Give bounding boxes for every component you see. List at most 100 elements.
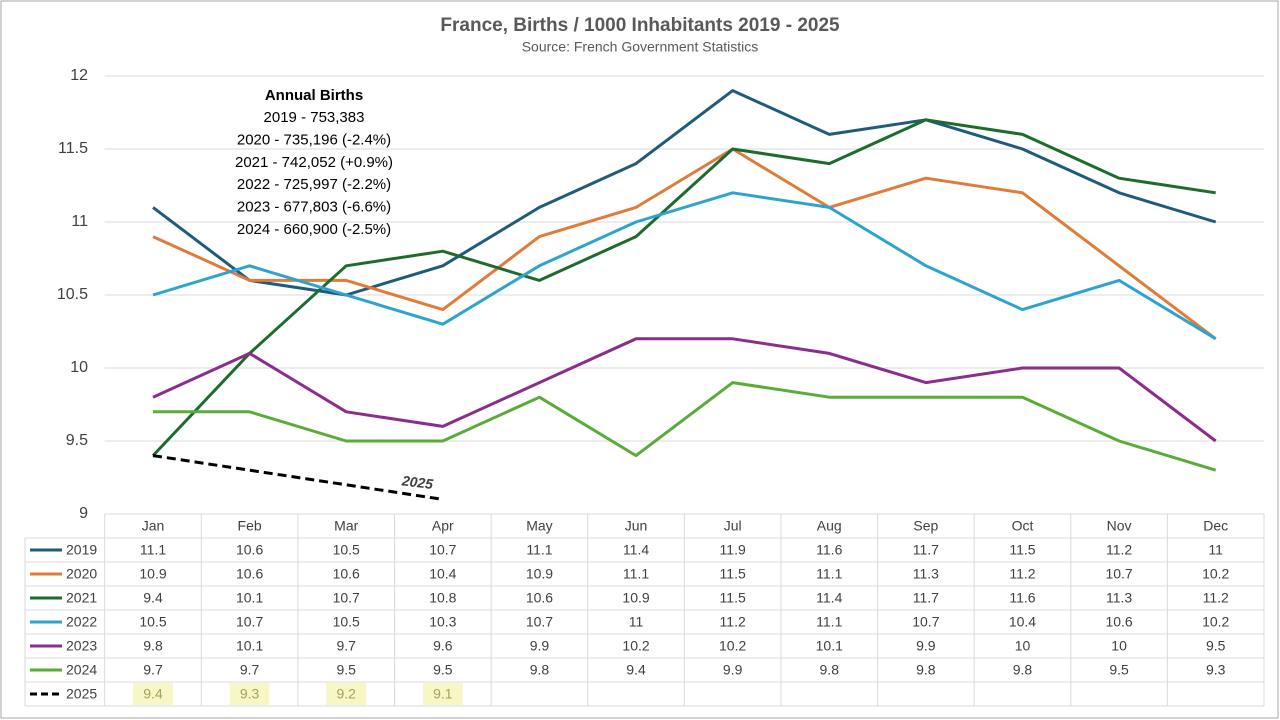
table-cell: 9.1 <box>433 686 453 702</box>
legend-label: 2019 <box>66 542 97 558</box>
table-cell: 10 <box>1015 638 1031 654</box>
y-tick-label: 10.5 <box>57 286 88 303</box>
x-tick-label: Jul <box>724 518 742 534</box>
table-cell: 11 <box>629 614 644 630</box>
table-cell: 10.9 <box>139 566 166 582</box>
table-cell: 11 <box>1208 542 1223 558</box>
x-tick-label: Jan <box>142 518 165 534</box>
table-cell: 10.4 <box>429 566 456 582</box>
cell-highlight <box>422 683 463 705</box>
series-line <box>152 454 444 501</box>
table-cell: 10.7 <box>429 542 456 558</box>
table-cell: 9.8 <box>530 662 550 678</box>
annotation-line: 2024 - 660,900 (-2.5%) <box>237 221 391 238</box>
table-cell: 11.2 <box>720 614 746 630</box>
table-cell: 10.1 <box>236 638 263 654</box>
table-cell: 10.5 <box>333 542 360 558</box>
table-cell: 10.5 <box>139 614 166 630</box>
table-cell: 9.8 <box>820 662 840 678</box>
table-cell: 10.1 <box>236 590 263 606</box>
cell-highlight <box>326 683 367 705</box>
table-cell: 9.3 <box>1206 662 1226 678</box>
table-cell: 9.4 <box>143 590 163 606</box>
table-cell: 11.4 <box>816 590 842 606</box>
table-cell: 10.2 <box>719 638 746 654</box>
table-cell: 10.3 <box>429 614 456 630</box>
table-cell: 10.5 <box>333 614 360 630</box>
table-cell: 10.6 <box>526 590 553 606</box>
table-cell: 11.3 <box>1106 590 1132 606</box>
table-cell: 9.7 <box>336 638 356 654</box>
table-cell: 11.6 <box>816 542 842 558</box>
table-cell: 10.9 <box>526 566 553 582</box>
table-cell: 11.5 <box>720 590 746 606</box>
table-cell: 10.7 <box>912 614 939 630</box>
series-label: 2025 <box>400 472 434 492</box>
table-cell: 10.6 <box>236 566 263 582</box>
table-cell: 9.5 <box>1206 638 1226 654</box>
table-cell: 9.2 <box>336 686 356 702</box>
table-cell: 10.7 <box>333 590 360 606</box>
table-cell: 9.7 <box>143 662 163 678</box>
x-tick-label: Sep <box>913 518 938 534</box>
table-cell: 9.4 <box>143 686 163 702</box>
annotation-line: 2022 - 725,997 (-2.2%) <box>237 176 391 193</box>
series-line <box>151 118 1216 457</box>
x-tick-label: Mar <box>334 518 358 534</box>
series-line <box>153 381 1217 472</box>
table-cell: 9.3 <box>240 686 260 702</box>
y-tick-label: 11 <box>71 213 88 230</box>
series-line <box>152 89 1217 297</box>
table-cell: 10.4 <box>1009 614 1036 630</box>
table-cell: 9.6 <box>433 638 453 654</box>
annotation-title: Annual Births <box>265 87 363 104</box>
table-cell: 10.8 <box>429 590 456 606</box>
table-cell: 11.2 <box>1106 542 1132 558</box>
table-cell: 10.2 <box>622 638 649 654</box>
y-tick-label: 9.5 <box>66 432 88 449</box>
cell-highlight <box>133 683 174 705</box>
table-cell: 11.1 <box>140 542 166 558</box>
annotation-line: 2023 - 677,803 (-6.6%) <box>237 199 391 216</box>
x-tick-label: Dec <box>1203 518 1228 534</box>
table-cell: 11.7 <box>913 590 939 606</box>
y-tick-label: 9 <box>79 505 88 522</box>
table-cell: 9.8 <box>1013 662 1033 678</box>
series-line <box>152 191 1217 341</box>
legend-label: 2020 <box>66 566 97 582</box>
annotation-line: 2020 - 735,196 (-2.4%) <box>237 131 391 148</box>
chart-subtitle: Source: French Government Statistics <box>522 39 759 55</box>
table-cell: 11.6 <box>1009 590 1035 606</box>
table-cell: 10.7 <box>1105 566 1132 582</box>
x-tick-label: Oct <box>1012 518 1034 534</box>
table-cell: 11.5 <box>1009 542 1035 558</box>
annotation-line: 2021 - 742,052 (+0.9%) <box>235 154 393 171</box>
x-tick-label: Jun <box>625 518 648 534</box>
table-cell: 10.7 <box>236 614 263 630</box>
annotation-line: 2019 - 753,383 <box>264 109 365 126</box>
x-tick-label: May <box>526 518 552 534</box>
series-line <box>152 337 1217 443</box>
table-cell: 11.9 <box>720 542 746 558</box>
legend-label: 2022 <box>66 614 97 630</box>
table-cell: 11.2 <box>1009 566 1035 582</box>
table-cell: 9.9 <box>916 638 936 654</box>
table-cell: 9.5 <box>336 662 356 678</box>
y-tick-label: 11.5 <box>58 140 88 157</box>
table-cell: 10.2 <box>1202 566 1229 582</box>
legend-label: 2021 <box>66 590 97 606</box>
x-tick-label: Apr <box>432 518 454 534</box>
table-cell: 9.5 <box>1109 662 1129 678</box>
table-cell: 9.8 <box>143 638 163 654</box>
table-cell: 11.1 <box>623 566 649 582</box>
table-cell: 9.7 <box>240 662 260 678</box>
table-cell: 10.6 <box>236 542 263 558</box>
table-cell: 11.2 <box>1203 590 1229 606</box>
legend-label: 2024 <box>66 662 97 678</box>
table-cell: 10.2 <box>1202 614 1229 630</box>
table-cell: 11.3 <box>913 566 939 582</box>
x-tick-label: Aug <box>817 518 842 534</box>
table-cell: 9.8 <box>916 662 936 678</box>
